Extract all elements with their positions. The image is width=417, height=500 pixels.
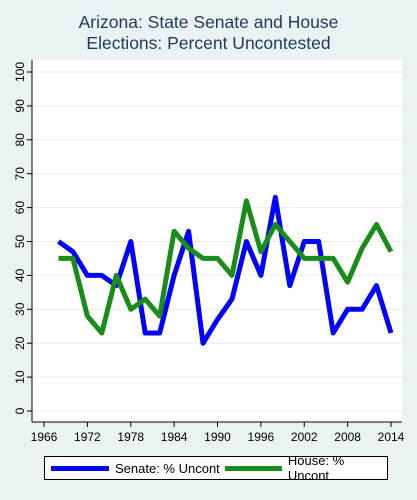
axes: 0 10 20 30 40 50 60 70 80 90 100 1966 1972 1978 1984 19… xyxy=(13,60,405,444)
legend-swatch-house xyxy=(225,465,282,471)
y-tick-label: 0 xyxy=(13,407,27,414)
x-tick-label: 1966 xyxy=(31,430,58,444)
legend: Senate: % Uncont House: % Uncont xyxy=(44,453,388,483)
chart-title-line-2: Elections: Percent Uncontested xyxy=(86,33,331,53)
y-tick-label: 60 xyxy=(13,201,27,215)
x-tick-label: 2002 xyxy=(291,430,318,444)
y-tick-label: 100 xyxy=(13,62,27,82)
x-tick-label: 2014 xyxy=(378,430,405,444)
x-tick-label: 1978 xyxy=(117,430,144,444)
y-tick-label: 10 xyxy=(13,370,27,384)
x-tick-label: 1972 xyxy=(74,430,101,444)
legend-item-senate: Senate: % Uncont xyxy=(51,457,220,479)
chart-title-line-1: Arizona: State Senate and House xyxy=(78,12,339,32)
y-tick-label: 70 xyxy=(13,167,27,181)
y-tick-label: 90 xyxy=(13,99,27,113)
grid-lines xyxy=(32,71,402,412)
series-lines xyxy=(57,194,394,346)
y-tick-label: 40 xyxy=(13,268,27,282)
x-tick-label: 2008 xyxy=(334,430,361,444)
legend-label-senate: Senate: % Uncont xyxy=(115,460,220,476)
legend-label-house: House: % Uncont xyxy=(287,453,345,483)
chart-title: Arizona: State Senate and House Election… xyxy=(0,12,417,54)
y-tick-label: 50 xyxy=(13,235,27,249)
legend-item-house: House: % Uncont xyxy=(225,453,387,483)
series-line-1 xyxy=(58,198,394,336)
y-tick-label: 20 xyxy=(13,336,27,350)
y-tick-label: 80 xyxy=(13,133,27,147)
x-tick-label: 1984 xyxy=(161,430,188,444)
legend-swatch-senate xyxy=(51,465,109,471)
x-tick-label: 1990 xyxy=(204,430,231,444)
y-tick-label: 30 xyxy=(13,302,27,316)
x-tick-label: 1996 xyxy=(248,430,275,444)
